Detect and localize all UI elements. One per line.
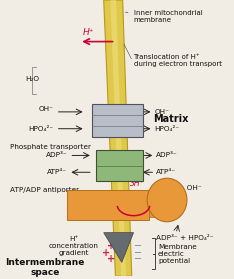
Text: ADP³⁻: ADP³⁻ bbox=[156, 152, 178, 158]
Text: Translocation of H⁺
during electron transport: Translocation of H⁺ during electron tran… bbox=[134, 54, 222, 68]
Text: OH⁻: OH⁻ bbox=[39, 106, 54, 112]
Polygon shape bbox=[92, 104, 143, 137]
Text: H₂O: H₂O bbox=[25, 76, 39, 82]
Text: H⁺
concentration
gradient: H⁺ concentration gradient bbox=[49, 235, 99, 256]
Text: Matrix: Matrix bbox=[154, 114, 189, 124]
Polygon shape bbox=[149, 193, 155, 217]
Text: ATP/ADP antiporter: ATP/ADP antiporter bbox=[10, 187, 79, 193]
Text: ATP⁴⁻: ATP⁴⁻ bbox=[156, 169, 176, 175]
Text: −: − bbox=[134, 249, 142, 258]
Text: 3H⁺: 3H⁺ bbox=[87, 201, 102, 210]
Circle shape bbox=[147, 178, 187, 222]
Text: +: + bbox=[102, 249, 110, 258]
Text: ADP³⁻: ADP³⁻ bbox=[46, 152, 67, 158]
Text: ATP⁴⁻: ATP⁴⁻ bbox=[47, 169, 67, 175]
Text: +: + bbox=[107, 254, 115, 264]
Polygon shape bbox=[104, 0, 132, 276]
Text: −: − bbox=[134, 240, 142, 251]
Text: −: − bbox=[134, 254, 142, 264]
Polygon shape bbox=[96, 150, 143, 181]
Text: HPO₄²⁻: HPO₄²⁻ bbox=[29, 126, 54, 132]
Text: H⁺: H⁺ bbox=[83, 28, 94, 37]
Text: Phosphate transporter: Phosphate transporter bbox=[10, 143, 91, 150]
Text: Intermembrane
space: Intermembrane space bbox=[5, 258, 84, 277]
Text: Membrane
electric
potential: Membrane electric potential bbox=[158, 244, 197, 264]
Text: ATP⁴⁻ + OH⁻: ATP⁴⁻ + OH⁻ bbox=[156, 185, 202, 191]
Text: 3H⁺: 3H⁺ bbox=[130, 179, 145, 188]
Polygon shape bbox=[104, 233, 134, 262]
Text: Inner mitochondrial
membrane: Inner mitochondrial membrane bbox=[125, 10, 202, 23]
Text: ADP³⁻ + HPO₄²⁻: ADP³⁻ + HPO₄²⁻ bbox=[156, 235, 214, 240]
Text: HPO₄²⁻: HPO₄²⁻ bbox=[154, 126, 180, 132]
Text: +: + bbox=[107, 240, 115, 251]
Polygon shape bbox=[110, 0, 126, 276]
Text: OH⁻: OH⁻ bbox=[154, 109, 169, 115]
Polygon shape bbox=[67, 190, 149, 220]
